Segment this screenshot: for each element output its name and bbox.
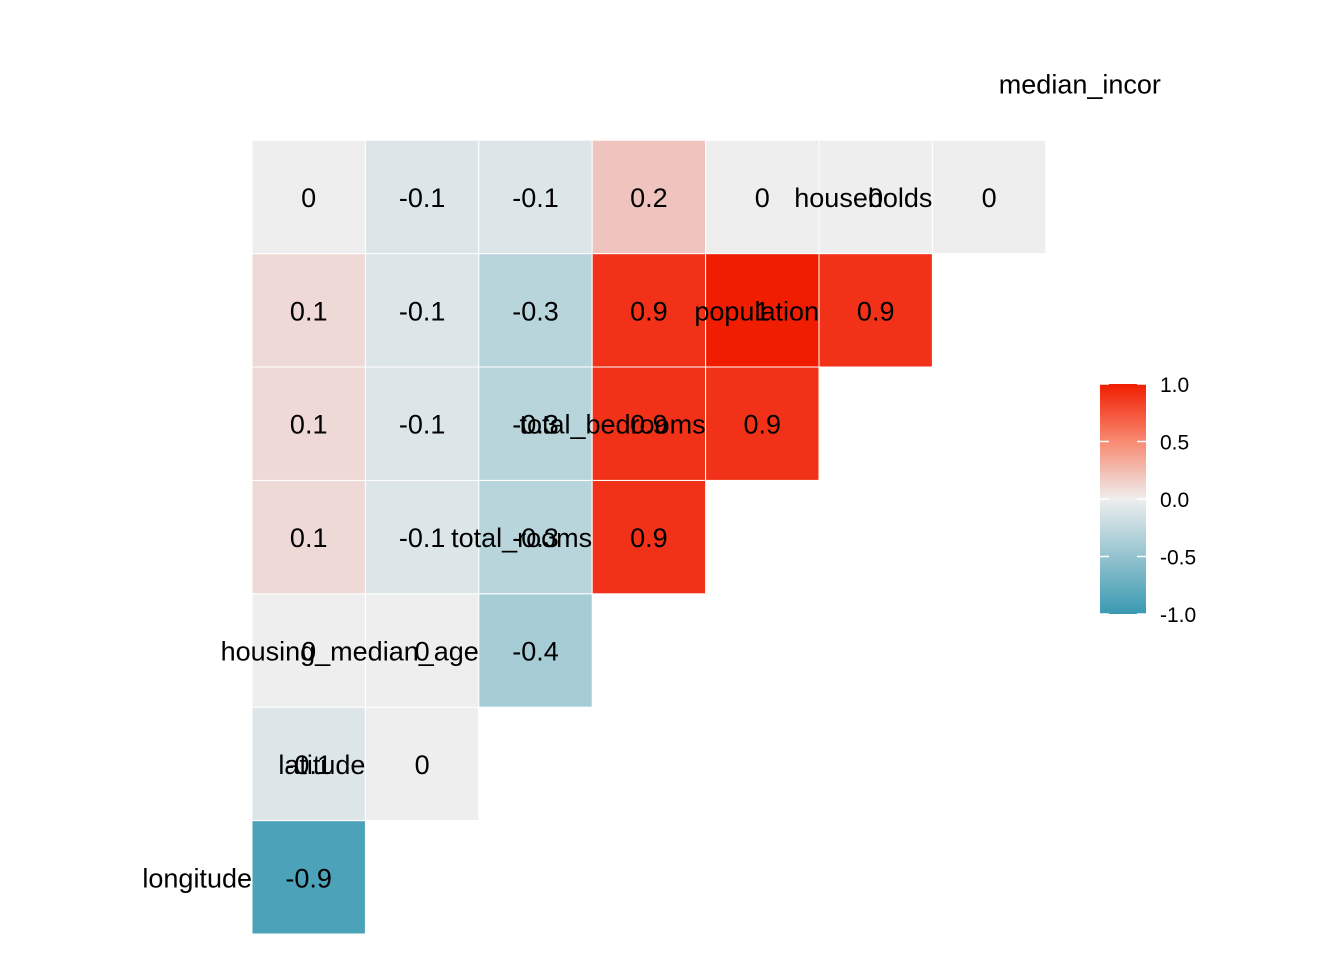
cell-value-label: -0.1 bbox=[399, 296, 446, 326]
variable-label-latitude: latitude bbox=[278, 750, 365, 780]
heatmap-cell bbox=[478, 593, 593, 708]
heatmap-cell bbox=[251, 820, 366, 935]
cell-value-label: -0.1 bbox=[399, 410, 446, 440]
cell-value-label: 0.9 bbox=[630, 410, 668, 440]
cell-value-label: -0.1 bbox=[399, 183, 446, 213]
heatmap-cell bbox=[251, 253, 366, 368]
cell-value-label: 0.1 bbox=[290, 523, 328, 553]
variable-labels: longitude latitude housing_median_age total… bbox=[142, 70, 1161, 894]
heatmap-cell bbox=[705, 366, 820, 481]
variable-label-median_income: median_incor bbox=[999, 70, 1161, 100]
cell-value-label: -0.3 bbox=[512, 410, 559, 440]
heatmap-cell bbox=[251, 706, 366, 822]
variable-label-longitude: longitude bbox=[142, 863, 252, 893]
heatmap-cell bbox=[591, 366, 707, 481]
heatmap-cell bbox=[818, 253, 933, 368]
cell-value-label: 0 bbox=[868, 183, 883, 213]
variable-label-total_rooms: total_rooms bbox=[451, 523, 592, 553]
cell-value-label: 0 bbox=[982, 183, 997, 213]
cell-value-label: -0.1 bbox=[512, 183, 559, 213]
heatmap-cell bbox=[705, 139, 820, 255]
cell-value-label: 0 bbox=[755, 183, 770, 213]
heatmap-cell bbox=[478, 139, 593, 255]
cell-value-label: 0 bbox=[415, 637, 430, 667]
cell-value-label: -0.3 bbox=[512, 523, 559, 553]
cell-value-label: -0.3 bbox=[512, 296, 559, 326]
heatmap-cell bbox=[818, 139, 933, 255]
heatmap-cell bbox=[364, 366, 480, 481]
heatmap-cell bbox=[364, 253, 480, 368]
variable-label-total_bedrooms: total_bedrooms bbox=[519, 410, 705, 440]
cell-value-label: 0.1 bbox=[290, 296, 328, 326]
cell-value-label: 0.9 bbox=[630, 523, 668, 553]
legend-tick-label: 1.0 bbox=[1160, 374, 1189, 397]
cell-value-label: 0 bbox=[301, 637, 316, 667]
heatmap-cell bbox=[364, 479, 480, 595]
cell-value-label: 0.9 bbox=[630, 296, 668, 326]
heatmap-cell bbox=[931, 139, 1047, 255]
legend-tick-label: 0.0 bbox=[1160, 489, 1189, 512]
cell-value-label: 1 bbox=[755, 296, 770, 326]
color-legend: 1.0 0.5 0.0 -0.5 -1.0 bbox=[1100, 374, 1196, 627]
heatmap-cell bbox=[364, 593, 480, 708]
variable-label-households: households bbox=[794, 183, 932, 213]
cell-value-label: -0.1 bbox=[285, 750, 332, 780]
legend-tick-label: 0.5 bbox=[1160, 432, 1189, 455]
heatmap-cell bbox=[251, 593, 366, 708]
heatmap-cell bbox=[705, 253, 820, 368]
cell-value-label: 0.1 bbox=[290, 410, 328, 440]
heatmap-cell bbox=[591, 479, 707, 595]
heatmap-cells: -0.9 -0.1 0 0 0 -0.4 0.1 -0.1 -0.3 0.9 0.1 -0.1 -0.3… bbox=[251, 139, 1047, 935]
heatmap-cell bbox=[364, 139, 480, 255]
legend-tick-label: -0.5 bbox=[1160, 547, 1196, 570]
heatmap-cell bbox=[251, 139, 366, 255]
heatmap-cell bbox=[591, 139, 707, 255]
heatmap-cell bbox=[478, 253, 593, 368]
legend-tick-label: -1.0 bbox=[1160, 604, 1196, 627]
heatmap-cell bbox=[591, 253, 707, 368]
heatmap-cell bbox=[478, 366, 593, 481]
heatmap-cell bbox=[364, 706, 480, 822]
cell-value-label: -0.4 bbox=[512, 637, 559, 667]
variable-label-housing_median_age: housing_median_age bbox=[221, 637, 479, 667]
cell-value-label: 0.2 bbox=[630, 183, 668, 213]
variable-label-population: population bbox=[694, 296, 819, 326]
cell-value-label: 0.9 bbox=[744, 410, 782, 440]
cell-value-label: -0.9 bbox=[285, 863, 332, 893]
cell-value-label: 0 bbox=[415, 750, 430, 780]
cell-value-label: 0 bbox=[301, 183, 316, 213]
heatmap-cell bbox=[251, 479, 366, 595]
cell-value-label: -0.1 bbox=[399, 523, 446, 553]
cell-value-label: 0.9 bbox=[857, 296, 895, 326]
